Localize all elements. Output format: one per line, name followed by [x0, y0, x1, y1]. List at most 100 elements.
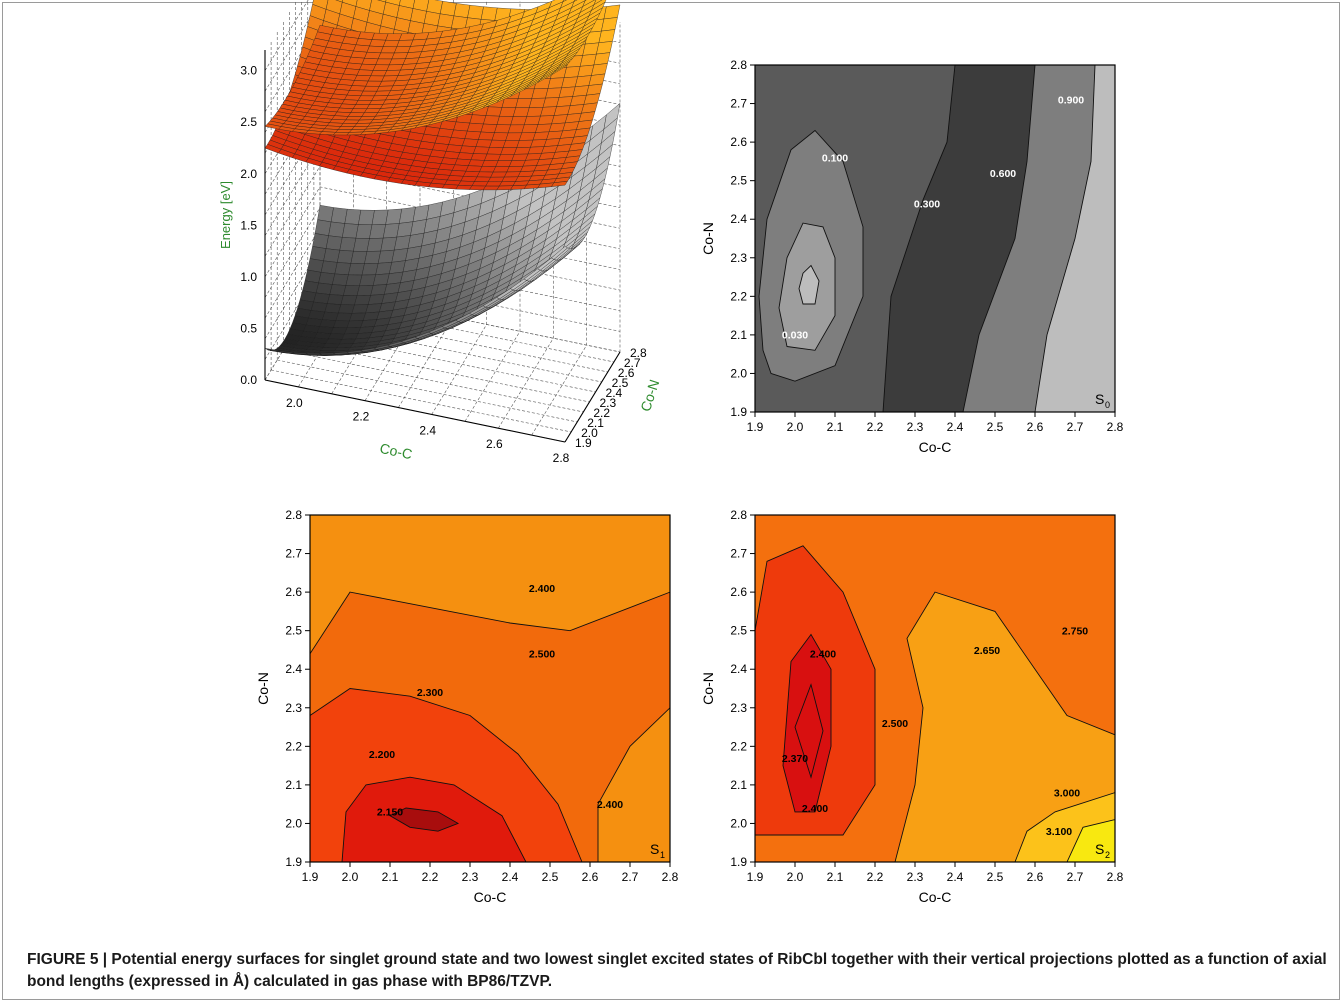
- state-label: S: [1095, 391, 1104, 407]
- surface-cell: [562, 0, 567, 3]
- x-tick-label: 2.8: [553, 451, 570, 465]
- surface-cell: [314, 219, 332, 236]
- grid-line: [271, 369, 572, 433]
- x-axis-label: Co-C: [919, 889, 952, 905]
- contour-level-label: 2.650: [974, 645, 1000, 657]
- surface-cell: [345, 274, 363, 286]
- y-axis-label: Co-N: [700, 222, 716, 255]
- y-tick-label: 2.5: [612, 376, 629, 390]
- x-tick-label: 2.0: [286, 396, 303, 410]
- surface-cell: [500, 147, 518, 155]
- y-tick-label: 2.6: [730, 585, 747, 599]
- surface-cell: [318, 352, 337, 356]
- x-axis-label: Co-C: [919, 439, 952, 455]
- contour-level-label: 2.200: [369, 749, 395, 761]
- surface-cell: [325, 338, 343, 345]
- y-tick-label: 2.8: [730, 58, 747, 72]
- surface-cell: [351, 80, 369, 87]
- y-tick-label: 2.8: [285, 508, 302, 522]
- z-tick-label: 2.5: [240, 115, 257, 129]
- surface-cell: [501, 98, 519, 108]
- surface-cell: [494, 124, 511, 134]
- surface-cell: [364, 52, 381, 60]
- surface-cell: [330, 207, 348, 224]
- surface-cell: [328, 221, 346, 238]
- surface-cell: [320, 260, 338, 275]
- y-tick-label: 2.7: [730, 97, 747, 111]
- y-tick-label: 2.6: [730, 135, 747, 149]
- surface-cell: [475, 139, 493, 148]
- surface-cell: [455, 185, 473, 190]
- surface-cell: [385, 33, 403, 41]
- surface-cell: [478, 131, 495, 141]
- x-tick-label: 2.8: [1107, 420, 1124, 434]
- y-tick-label: 1.9: [285, 855, 302, 869]
- surface-cell: [338, 304, 355, 314]
- surface-cell: [342, 119, 360, 124]
- surface-cell: [439, 1, 457, 17]
- surface-cell: [325, 235, 343, 251]
- state-subscript: 0: [1105, 400, 1110, 410]
- z-tick-label: 3.0: [240, 64, 257, 78]
- surface-cell: [459, 145, 477, 154]
- surface-cell: [323, 248, 341, 263]
- surface-cell: [332, 132, 350, 136]
- grid-line: [277, 359, 578, 423]
- surface-cell: [330, 327, 348, 335]
- surface-cell: [354, 295, 371, 306]
- x-tick-label: 2.6: [486, 437, 503, 451]
- surface-cell: [350, 251, 368, 264]
- x-tick-label: 2.1: [382, 870, 399, 884]
- surface-cell: [497, 154, 515, 161]
- surface-cell: [345, 116, 363, 121]
- y-tick-label: 2.4: [730, 212, 747, 226]
- surface-cell: [441, 184, 459, 190]
- surface-cell: [369, 39, 386, 47]
- contour-level-label: 0.600: [990, 168, 1016, 180]
- surface-cell: [462, 138, 479, 147]
- contour-band: [794, 683, 824, 779]
- surface-cell: [315, 282, 333, 295]
- surface-cell: [352, 104, 370, 109]
- contour-plot-s1: 1.9 2.0 2.1 2.2 2.3 2.4 2.5 2.6 2.7 2.8 1.9 2.0 2.1 2…: [255, 508, 679, 905]
- surface-cell: [356, 285, 374, 296]
- surface-cell: [359, 63, 376, 71]
- x-tick-label: 2.0: [787, 870, 804, 884]
- surface-cell: [329, 284, 347, 296]
- y-tick-label: 2.0: [730, 366, 747, 380]
- grid-line: [283, 349, 584, 413]
- z-tick-label: 0.5: [240, 321, 257, 335]
- surface-cell: [596, 41, 613, 55]
- surface-cell: [457, 152, 474, 160]
- y-axis-label: Co-N: [255, 672, 271, 705]
- surface-cell: [347, 112, 365, 117]
- surface-cell: [357, 95, 375, 101]
- surface-cell: [515, 98, 533, 108]
- surface-cell: [349, 312, 366, 322]
- x-tick-label: 2.3: [462, 870, 479, 884]
- surface-cell: [353, 238, 370, 252]
- surface-cell: [479, 166, 496, 173]
- surface-cell: [382, 40, 400, 47]
- surface-cell: [340, 123, 358, 127]
- x-axis-label: Co-C: [474, 889, 507, 905]
- x-tick-label: 2.3: [907, 870, 924, 884]
- surface-cell: [312, 233, 329, 249]
- y-tick-label: 2.1: [587, 416, 604, 430]
- contour-level-label: 0.300: [914, 199, 940, 211]
- surface-cell: [482, 185, 500, 191]
- surface-cell: [332, 273, 349, 286]
- surface-cell: [333, 320, 350, 328]
- surface-cell: [487, 176, 505, 182]
- surface-cell: [335, 312, 353, 322]
- surface-cell: [358, 31, 375, 40]
- y-tick-label: 2.1: [730, 778, 747, 792]
- surface-cell: [490, 171, 508, 178]
- tick-labels: 0.00.51.01.52.02.53.02.02.22.42.62.81.92…: [240, 64, 647, 465]
- contour-level-label: 2.370: [782, 753, 808, 765]
- contour-level-label: 3.100: [1046, 826, 1072, 838]
- plot-frame: [754, 514, 1116, 863]
- y-tick-label: 2.2: [730, 289, 747, 303]
- surface-cell: [355, 100, 373, 105]
- y-tick-label: 2.5: [285, 624, 302, 638]
